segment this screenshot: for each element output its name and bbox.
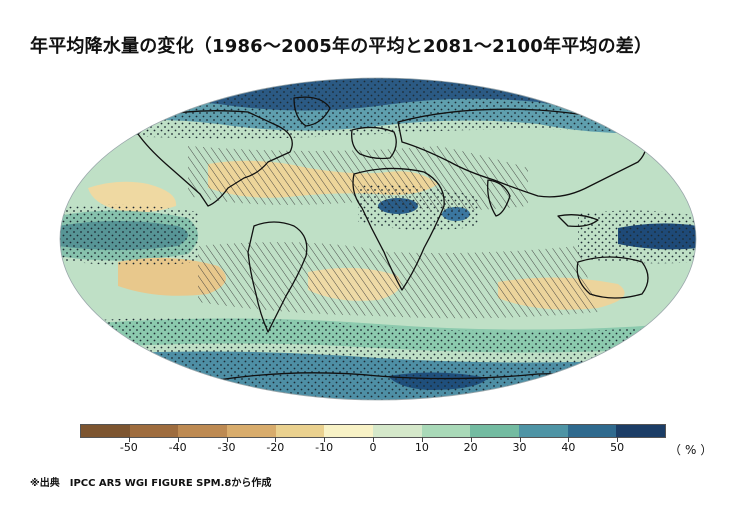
colorbar-tick-label: 40: [561, 441, 576, 454]
colorbar-ticks: [80, 437, 666, 445]
colorbar-tick: [617, 437, 619, 442]
indonesia: [557, 214, 599, 228]
colorbar-tick-label: 50: [610, 441, 625, 454]
colorbar-swatch: [519, 425, 568, 437]
colorbar-tick: [226, 437, 228, 442]
colorbar-tick: [470, 437, 472, 442]
source-note: ※出典 IPCC AR5 WGI FIGURE SPM.8から作成: [30, 478, 272, 489]
colorbar-tick: [128, 437, 130, 442]
europe: [351, 126, 397, 160]
colorbar-swatch: [470, 425, 520, 437]
colorbar-swatch: [373, 425, 422, 437]
africa: [352, 167, 445, 291]
colorbar-tick-label: 20: [463, 441, 478, 454]
colorbar-tick-label: -20: [266, 441, 285, 454]
colorbar-tick: [275, 437, 277, 442]
south-america: [247, 221, 308, 333]
colorbar-tick-label: 0: [369, 441, 377, 454]
colorbar-tick-label: -40: [168, 441, 187, 454]
colorbar-tick: [421, 437, 423, 442]
colorbar-swatch: [567, 425, 617, 437]
colorbar-unit: （%）: [669, 443, 717, 457]
chart-title: 年平均降水量の変化（1986〜2005年の平均と2081〜2100年平均の差）: [30, 36, 653, 57]
stipple-pacific-e: [578, 210, 696, 264]
colorbar-tick-label: -30: [217, 441, 236, 454]
hatching-south: [198, 242, 598, 319]
colorbar-tick: [177, 437, 179, 442]
colorbar-tick: [568, 437, 570, 442]
colorbar: [80, 424, 666, 438]
india: [487, 179, 511, 217]
north-america: [137, 110, 293, 207]
colorbar-tick: [519, 437, 521, 442]
colorbar-swatch: [324, 425, 374, 437]
colorbar-tick-label: -50: [119, 441, 138, 454]
stipple-pacific-w: [60, 204, 198, 266]
dry-zone-pacific-n: [88, 181, 177, 213]
colorbar-swatch: [81, 425, 130, 437]
colorbar-tick: [373, 437, 374, 442]
asia: [397, 108, 647, 198]
colorbar-swatch: [178, 425, 228, 437]
colorbar-swatch: [129, 425, 179, 437]
stipple-arctic: [60, 78, 696, 139]
colorbar-tick-labels: -50 -40 -30 -20 -10 0 10 20 30 40 50: [80, 441, 666, 457]
world-map: [58, 76, 698, 402]
colorbar-swatch: [275, 425, 325, 437]
colorbar-tick: [324, 437, 326, 442]
australia: [576, 256, 649, 299]
stipple-africa: [358, 184, 478, 231]
colorbar-tick-label: 10: [414, 441, 429, 454]
colorbar-swatch: [421, 425, 471, 437]
colorbar-tick-label: 30: [512, 441, 527, 454]
colorbar-swatch: [616, 425, 666, 437]
globe-outline: [59, 77, 697, 401]
stipple-southern: [60, 317, 696, 400]
colorbar-swatch: [227, 425, 276, 437]
colorbar-tick-label: -10: [315, 441, 334, 454]
greenland: [293, 96, 331, 127]
precipitation-map-svg: [59, 77, 697, 401]
